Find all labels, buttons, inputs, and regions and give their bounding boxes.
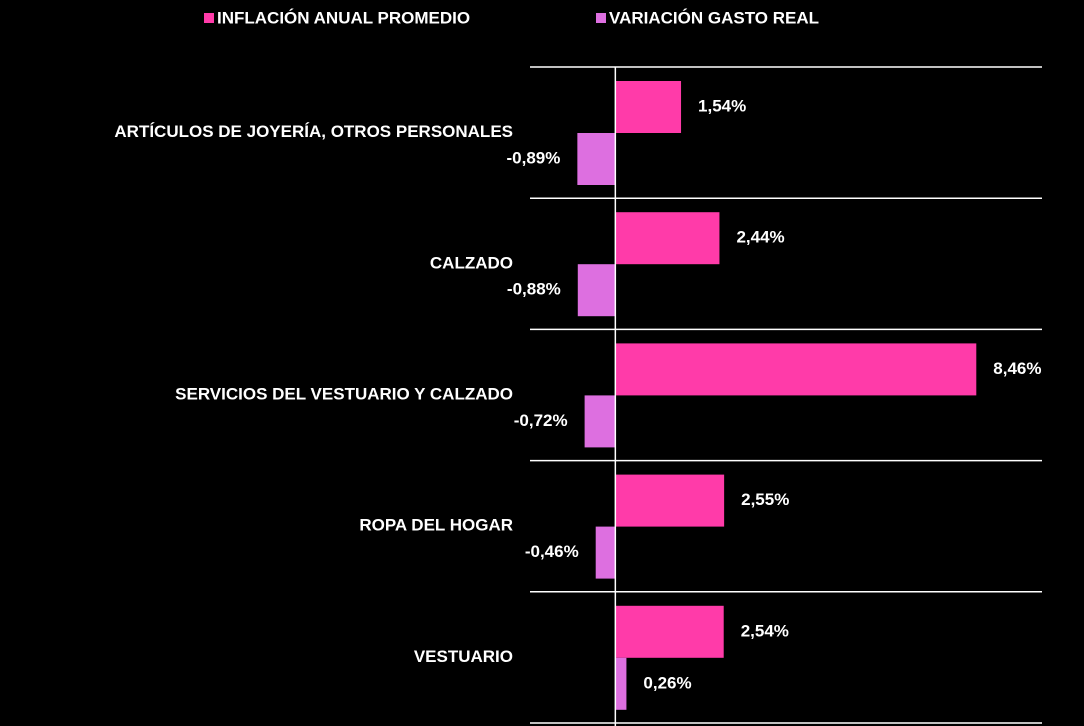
bar bbox=[615, 657, 627, 710]
value-label: 8,46% bbox=[993, 359, 1041, 378]
category-label: SERVICIOS DEL VESTUARIO Y CALZADO bbox=[175, 384, 513, 403]
value-label: -0,88% bbox=[507, 280, 561, 299]
bar bbox=[615, 212, 720, 265]
bar bbox=[615, 343, 977, 396]
legend-swatch bbox=[596, 13, 606, 23]
value-label: -0,46% bbox=[525, 542, 579, 561]
value-label: 1,54% bbox=[698, 96, 746, 115]
bar bbox=[577, 133, 616, 185]
legend-swatch bbox=[204, 13, 214, 23]
value-label: -0,72% bbox=[514, 411, 568, 430]
bar bbox=[615, 605, 724, 658]
legend-label: VARIACIÓN GASTO REAL bbox=[609, 8, 819, 27]
value-label: 2,44% bbox=[736, 228, 784, 247]
bar bbox=[615, 474, 725, 527]
bar bbox=[615, 81, 682, 133]
value-label: -0,89% bbox=[506, 148, 560, 167]
value-label: 0,26% bbox=[643, 673, 691, 692]
category-label: ARTÍCULOS DE JOYERÍA, OTROS PERSONALES bbox=[114, 122, 513, 141]
bar bbox=[595, 526, 616, 579]
bar bbox=[584, 395, 616, 448]
bar bbox=[577, 264, 616, 317]
category-label: VESTUARIO bbox=[414, 647, 513, 666]
category-label: CALZADO bbox=[430, 253, 513, 272]
category-label: ROPA DEL HOGAR bbox=[359, 516, 513, 535]
legend-label: INFLACIÓN ANUAL PROMEDIO bbox=[217, 8, 470, 27]
value-label: 2,55% bbox=[741, 490, 789, 509]
value-label: 2,54% bbox=[741, 621, 789, 640]
